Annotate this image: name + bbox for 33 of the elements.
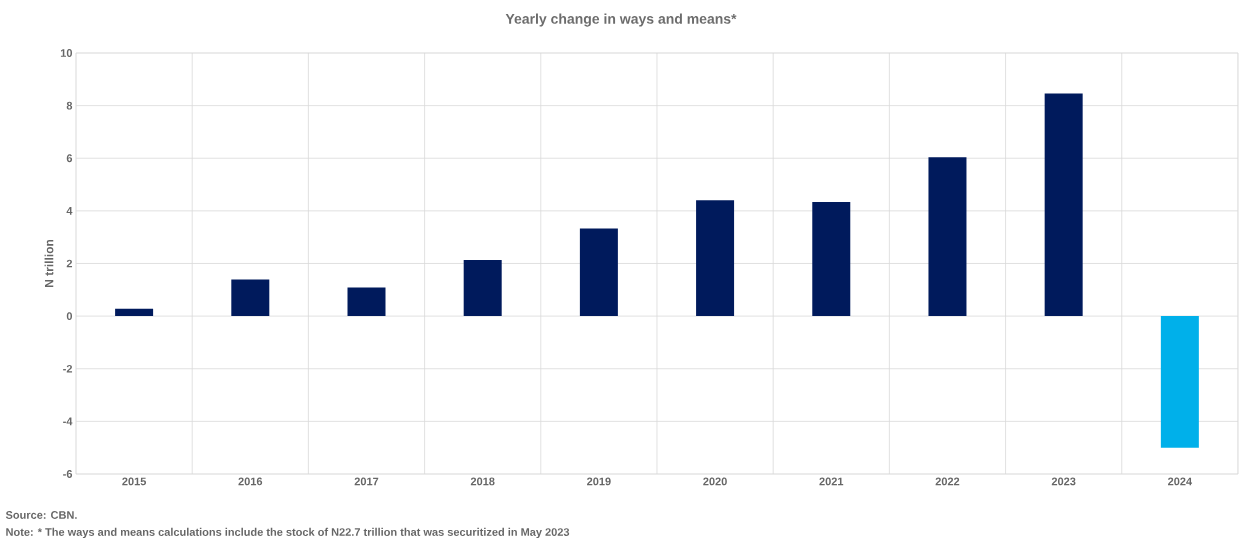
y-tick-label: -4 [63, 417, 73, 426]
y-tick-label: -2 [63, 364, 73, 373]
y-tick-label: 6 [66, 154, 73, 163]
x-tick-label: 2015 [122, 477, 147, 486]
y-axis-title: N trillion [44, 239, 54, 288]
x-tick-label: 2017 [354, 477, 379, 486]
x-tick-label: 2022 [935, 477, 960, 486]
text: Note: * The ways and means calculations include the stock of N22.7 trillion that was securitized in May 2023 [6, 527, 570, 539]
chart-title: Yearly change in ways and means* [505, 13, 737, 27]
bar [231, 279, 270, 317]
x-tick-label: 2016 [238, 477, 263, 486]
bar [812, 201, 851, 317]
x-tick-label: 2024 [1168, 477, 1193, 486]
y-tick-label: 2 [66, 259, 73, 268]
bar [579, 228, 618, 317]
y-tick-label: 4 [66, 207, 73, 215]
bar [696, 200, 735, 317]
bar [1044, 93, 1083, 317]
x-tick-label: 2018 [470, 477, 495, 486]
y-tick-label: 0 [66, 312, 73, 321]
bar [928, 157, 967, 317]
x-tick-label: 2019 [587, 477, 611, 486]
bar [463, 260, 502, 317]
x-tick-label: 2021 [819, 477, 844, 486]
bar [115, 308, 154, 317]
x-tick-label: 2020 [703, 477, 727, 486]
source-note: Source: CBN. [5, 511, 77, 519]
x-tick-label: 2023 [1051, 477, 1076, 486]
bar [1160, 316, 1199, 448]
y-tick-label: -6 [63, 470, 73, 478]
y-tick-label: 8 [66, 101, 73, 110]
y-tick-label: 10 [60, 49, 73, 57]
bar [347, 287, 386, 317]
